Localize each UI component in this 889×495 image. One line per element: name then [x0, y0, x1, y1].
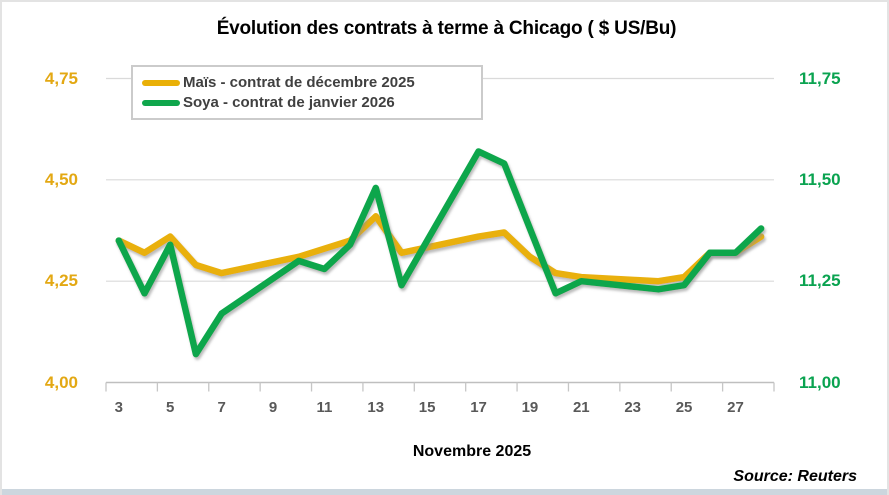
- y-left-tick-label: 4,00: [44, 372, 78, 392]
- x-tick-label: 23: [624, 399, 642, 416]
- legend-item-soya: Soya - contrat de janvier 2026: [142, 94, 481, 111]
- x-tick-label: 13: [367, 399, 385, 416]
- y-left-tick-label: 4,75: [44, 68, 78, 88]
- x-tick-label: 3: [114, 399, 124, 416]
- legend-item-mais: Maïs - contrat de décembre 2025: [142, 74, 481, 91]
- x-tick-label: 21: [572, 399, 590, 416]
- series-line-mais: [115, 213, 765, 285]
- legend: Maïs - contrat de décembre 2025 Soya - c…: [131, 65, 483, 120]
- y-right-tick-label: 11,25: [799, 271, 841, 291]
- y-right-tick-label: 11,50: [799, 169, 841, 189]
- x-tick-label: 9: [268, 399, 278, 416]
- x-tick-label: 27: [727, 399, 744, 416]
- x-tick-label: 25: [675, 399, 693, 416]
- y-left-tick-label: 4,25: [44, 271, 78, 291]
- x-tick-label: 19: [521, 399, 539, 416]
- bottom-edge-strip: [2, 489, 887, 495]
- series-lines: [115, 148, 765, 358]
- legend-label-soya: Soya - contrat de janvier 2026: [183, 94, 395, 111]
- series-line-soya: [115, 148, 765, 358]
- y-left-tick-label: 4,50: [44, 169, 78, 189]
- axis-tick-marks: [105, 382, 775, 392]
- x-tick-label: 17: [470, 399, 487, 416]
- chart-title: Évolution des contrats à terme à Chicago…: [216, 18, 677, 39]
- source-note: Source: Reuters: [733, 468, 857, 485]
- x-tick-label: 11: [316, 399, 333, 416]
- y-right-tick-label: 11,75: [799, 68, 841, 88]
- x-tick-label: 5: [166, 399, 175, 416]
- x-axis-title: Novembre 2025: [412, 443, 532, 460]
- y-right-tick-label: 11,00: [799, 372, 841, 392]
- soya-line-swatch: [142, 99, 180, 106]
- x-tick-label: 7: [217, 399, 226, 416]
- legend-label-mais: Maïs - contrat de décembre 2025: [183, 74, 415, 91]
- x-tick-label: 15: [418, 399, 436, 416]
- mais-line-swatch: [142, 79, 180, 86]
